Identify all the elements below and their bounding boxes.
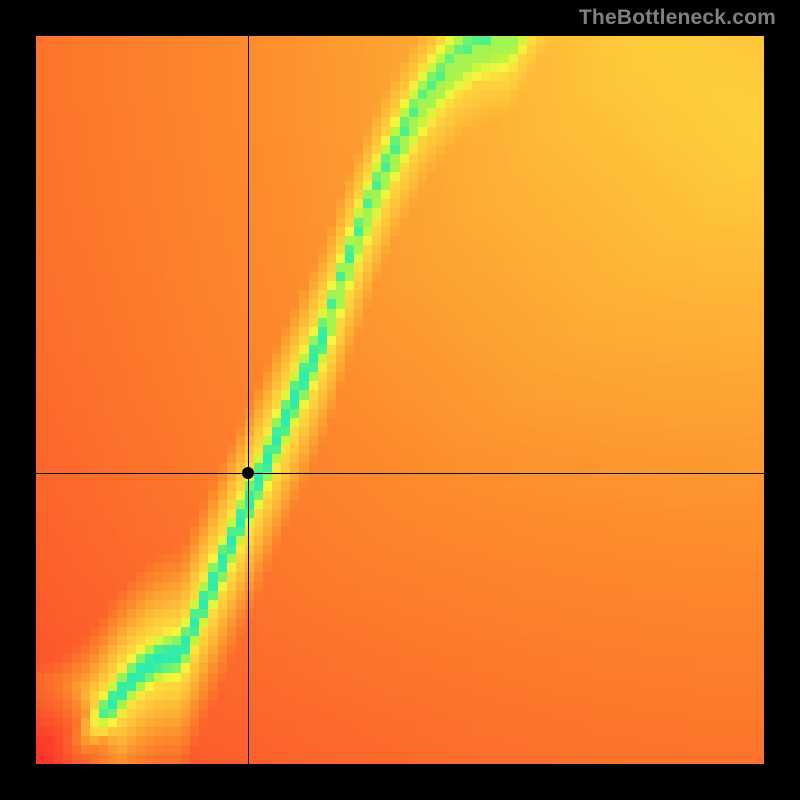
figure-container: TheBottleneck.com: [0, 0, 800, 800]
crosshair-horizontal: [36, 473, 764, 474]
crosshair-vertical: [248, 36, 249, 764]
watermark-text: TheBottleneck.com: [579, 6, 776, 30]
selected-point-marker: [242, 467, 254, 479]
heatmap-plot: [36, 36, 764, 764]
